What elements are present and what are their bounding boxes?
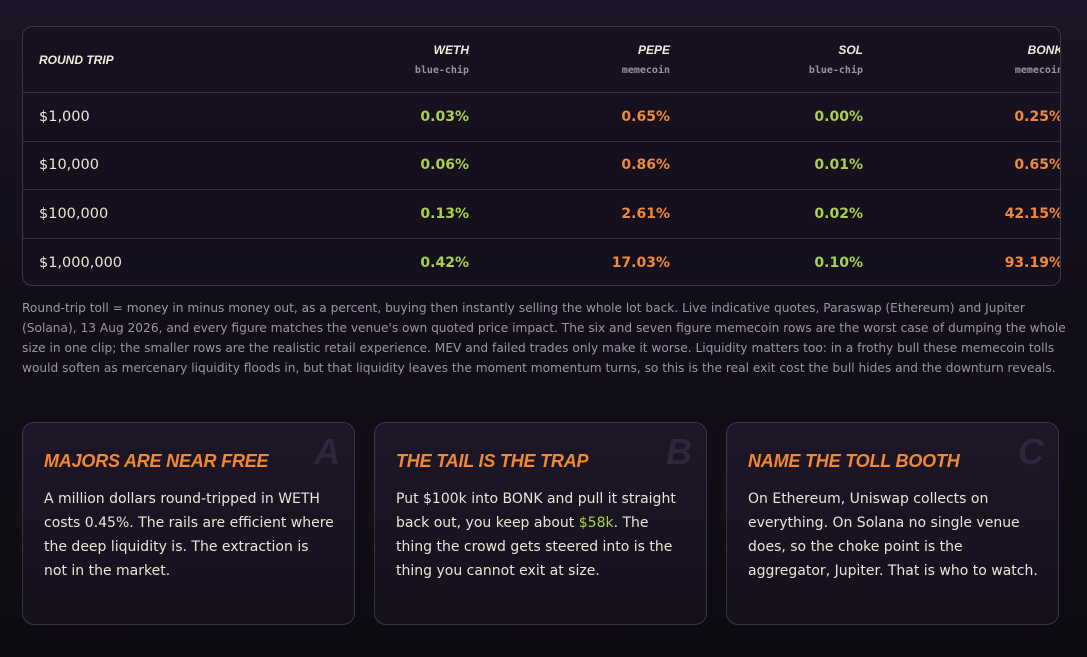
toll-table: ROUND TRIP WETH blue-chip PEPE memecoin SOL bl… <box>22 26 1061 286</box>
toll-value: 0.86% <box>621 157 670 174</box>
toll-value: 0.10% <box>814 254 863 271</box>
toll-value: 42.15% <box>1004 205 1061 222</box>
card-body: On Ethereum, Uniswap collects on everyth… <box>748 487 1038 583</box>
column-label: BONK <box>1027 43 1061 57</box>
card-body: Put $100k into BONK and pull it straight… <box>396 487 686 583</box>
toll-value: 0.02% <box>814 205 863 222</box>
header-cell: ROUND TRIP <box>39 53 269 67</box>
toll-value: 2.61% <box>621 205 670 222</box>
trade-size: $10,000 <box>39 157 99 174</box>
insight-card: A MAJORS ARE NEAR FREE A million dollars r… <box>22 422 355 625</box>
table-row: $1,000 0.03% 0.65% 0.00% 0.25% <box>23 93 1060 142</box>
highlight: $58k <box>578 515 614 531</box>
trade-size: $100,000 <box>39 205 109 222</box>
column-category: blue-chip <box>414 65 469 76</box>
toll-value: 0.25% <box>1014 108 1061 125</box>
header-cell: SOL blue-chip <box>670 43 863 76</box>
trade-size: $1,000,000 <box>39 254 123 271</box>
insight-card: B THE TAIL IS THE TRAP Put $100k into BONK… <box>374 422 707 625</box>
header-cell: PEPE memecoin <box>469 43 670 76</box>
trade-size: $1,000 <box>39 108 90 125</box>
card-letter: C <box>1018 431 1044 472</box>
toll-value: 0.01% <box>814 157 863 174</box>
card-letter: B <box>666 431 692 472</box>
table-row: $10,000 0.06% 0.86% 0.01% 0.65% <box>23 142 1061 190</box>
column-category: blue-chip <box>808 65 863 76</box>
toll-value: 0.00% <box>814 108 863 125</box>
column-category: memecoin <box>621 65 670 76</box>
footnote: Round-trip toll = money in minus money o… <box>22 301 1066 375</box>
card-title: MAJORS ARE NEAR FREE <box>44 451 269 471</box>
card-letter: A <box>314 431 340 472</box>
insight-card: C NAME THE TOLL BOOTH On Ethereum, Uniswap… <box>726 422 1059 625</box>
table-row: $100,000 0.13% 2.61% 0.02% 42.15% <box>23 190 1060 239</box>
toll-value: 17.03% <box>611 254 670 271</box>
card-title: NAME THE TOLL BOOTH <box>748 451 960 471</box>
column-label: PEPE <box>637 43 670 57</box>
body-text: Put $100k into BONK and pull it straight… <box>396 491 676 531</box>
header-row: ROUND TRIP WETH blue-chip PEPE memecoin SOL bl… <box>23 27 1060 93</box>
toll-value: 0.42% <box>420 254 469 271</box>
body-text: A million dollars round-tripped in WETH … <box>44 491 334 579</box>
body-text: . The thing the crowd gets steered into … <box>396 515 673 579</box>
header-cell: BONK memecoin <box>863 43 1061 76</box>
card-body: A million dollars round-tripped in WETH … <box>44 487 334 583</box>
toll-value: 0.03% <box>420 108 469 125</box>
toll-value: 93.19% <box>1004 254 1061 271</box>
body-text: On Ethereum, Uniswap collects on everyth… <box>748 491 1038 579</box>
toll-value: 0.65% <box>621 108 670 125</box>
column-label: ROUND TRIP <box>39 52 114 67</box>
header-cell: WETH blue-chip <box>269 43 469 76</box>
toll-value: 0.65% <box>1014 157 1061 174</box>
toll-value: 0.13% <box>420 205 469 222</box>
card-title: THE TAIL IS THE TRAP <box>396 451 589 471</box>
column-category: memecoin <box>1014 65 1061 76</box>
toll-value: 0.06% <box>420 157 469 174</box>
column-label: WETH <box>433 43 469 57</box>
column-label: SOL <box>838 43 863 57</box>
table-row: $1,000,000 0.42% 17.03% 0.10% 93.19% <box>23 239 1061 286</box>
